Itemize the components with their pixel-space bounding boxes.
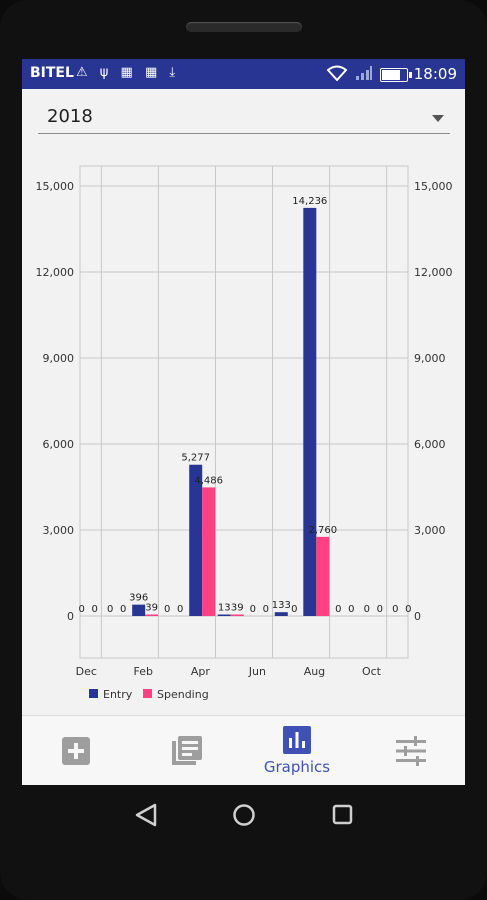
x-tick-label: Aug [304,665,325,678]
y-tick-label-right: 9,000 [414,352,446,365]
x-tick-label: Oct [362,665,382,678]
bar-value-label: 39 [145,603,158,614]
nav-list[interactable] [132,716,242,785]
nav-graphics[interactable]: Graphics [242,716,352,785]
plot-frame [79,165,409,659]
library-books-icon [172,736,202,765]
y-tick-label-right: 0 [414,610,421,623]
bar-value-label: 396 [129,593,148,604]
bar-value-label: 0 [91,604,97,615]
bar-value-label: 14,236 [292,196,327,207]
x-tick-label: Dec [76,665,97,678]
legend-label: Spending [157,688,209,701]
y-tick-label-right: 12,000 [414,266,453,279]
bar-value-label: 39 [231,603,244,614]
recents-icon[interactable] [332,804,353,825]
signal-icon [356,66,372,80]
bar-entry [132,604,146,616]
bar-spending [316,536,330,616]
bar-value-label: 0 [335,604,341,615]
status-bar: BITEL ⚠ ψ ▦ ▦ ⤓ 18:09 [22,59,465,89]
bar-value-label: 0 [291,604,297,615]
earpiece-speaker [186,22,302,32]
y-tick-label-right: 6,000 [414,438,446,451]
bar-value-label: 0 [107,604,113,615]
warning-icon: ⚠ [76,65,92,80]
y-tick-label-right: 3,000 [414,524,446,537]
x-tick-label: Apr [191,665,211,678]
bar-chart: 0 3,000 6,000 9,000 12,000 15,000 0 3,000 6,000… [36,165,453,701]
back-icon[interactable] [135,803,157,827]
bar-value-label: 0 [120,604,126,615]
bottom-navigation: Graphics [22,715,465,785]
bar-value-label: 0 [78,604,84,615]
bar-value-label: 0 [364,604,370,615]
x-axis: Dec Feb Apr Jun Aug Oct [76,665,382,678]
year-selector[interactable]: 2018 [38,101,450,134]
add-box-icon [62,737,90,765]
bar-value-label: 0 [164,604,170,615]
legend-label: Entry [103,688,133,701]
bar-entry [303,207,317,616]
year-selector-value: 2018 [47,106,93,127]
chart-bars [132,207,330,616]
bar-spending [230,614,244,616]
clock: 18:09 [413,65,457,83]
y-tick-label-right: 15,000 [414,180,453,193]
legend-swatch [89,689,98,698]
y-tick-label-left: 9,000 [43,352,75,365]
bar-spending [202,487,216,616]
bar-chart-icon [283,726,311,754]
carrier-name: BITEL [30,65,74,81]
status-left-icons: ⚠ ψ ▦ ▦ ⤓ [76,65,179,80]
y-tick-label-left: 6,000 [43,438,75,451]
x-tick-label: Feb [134,665,153,678]
bar-value-label: 133 [272,600,291,611]
y-tick-label-left: 3,000 [43,524,75,537]
x-tick-label: Jun [248,665,266,678]
bar-value-label: 0 [177,604,183,615]
wifi-icon [326,65,348,82]
bar-value-label: 0 [348,604,354,615]
tune-icon [396,736,426,766]
bar-value-label: 5,277 [181,453,210,464]
dropdown-arrow-icon [432,115,444,122]
bar-entry [274,612,288,616]
bar-value-label: 0 [377,604,383,615]
battery-charging-icon [380,68,412,82]
bar-value-label: 0 [405,604,411,615]
bar-spending [145,614,159,616]
y-tick-label-left: 15,000 [36,180,75,193]
y-tick-label-left: 12,000 [36,266,75,279]
app-screen: BITEL ⚠ ψ ▦ ▦ ⤓ 18:09 [22,59,465,785]
bar-value-label: 0 [263,604,269,615]
home-icon[interactable] [233,804,255,826]
y-axis-left: 0 3,000 6,000 9,000 12,000 15,000 [36,180,75,623]
nav-graphics-label: Graphics [263,758,331,776]
chart-grid [79,165,409,659]
nav-add[interactable] [22,716,132,785]
system-navigation-bar [135,803,353,827]
chart-legend: Entry Spending [89,688,209,701]
legend-swatch [143,689,152,698]
y-tick-label-left: 0 [67,610,74,623]
download-icon: ⤓ [169,65,180,80]
keyboard-icon: ▦ [144,65,162,80]
y-axis-right: 0 3,000 6,000 9,000 12,000 15,000 [414,180,453,623]
bar-entry [217,614,231,616]
bar-value-label: 13 [218,603,231,614]
nav-settings[interactable] [352,716,462,785]
keyboard-icon: ▦ [120,65,137,80]
bar-value-label: 0 [392,604,398,615]
bar-entry [189,464,203,616]
bar-value-label: 2,760 [308,525,337,536]
bar-value-label: 0 [250,604,256,615]
bar-value-label: 4,486 [194,475,223,486]
status-right-icons [326,65,373,82]
usb-icon: ψ [99,65,113,80]
